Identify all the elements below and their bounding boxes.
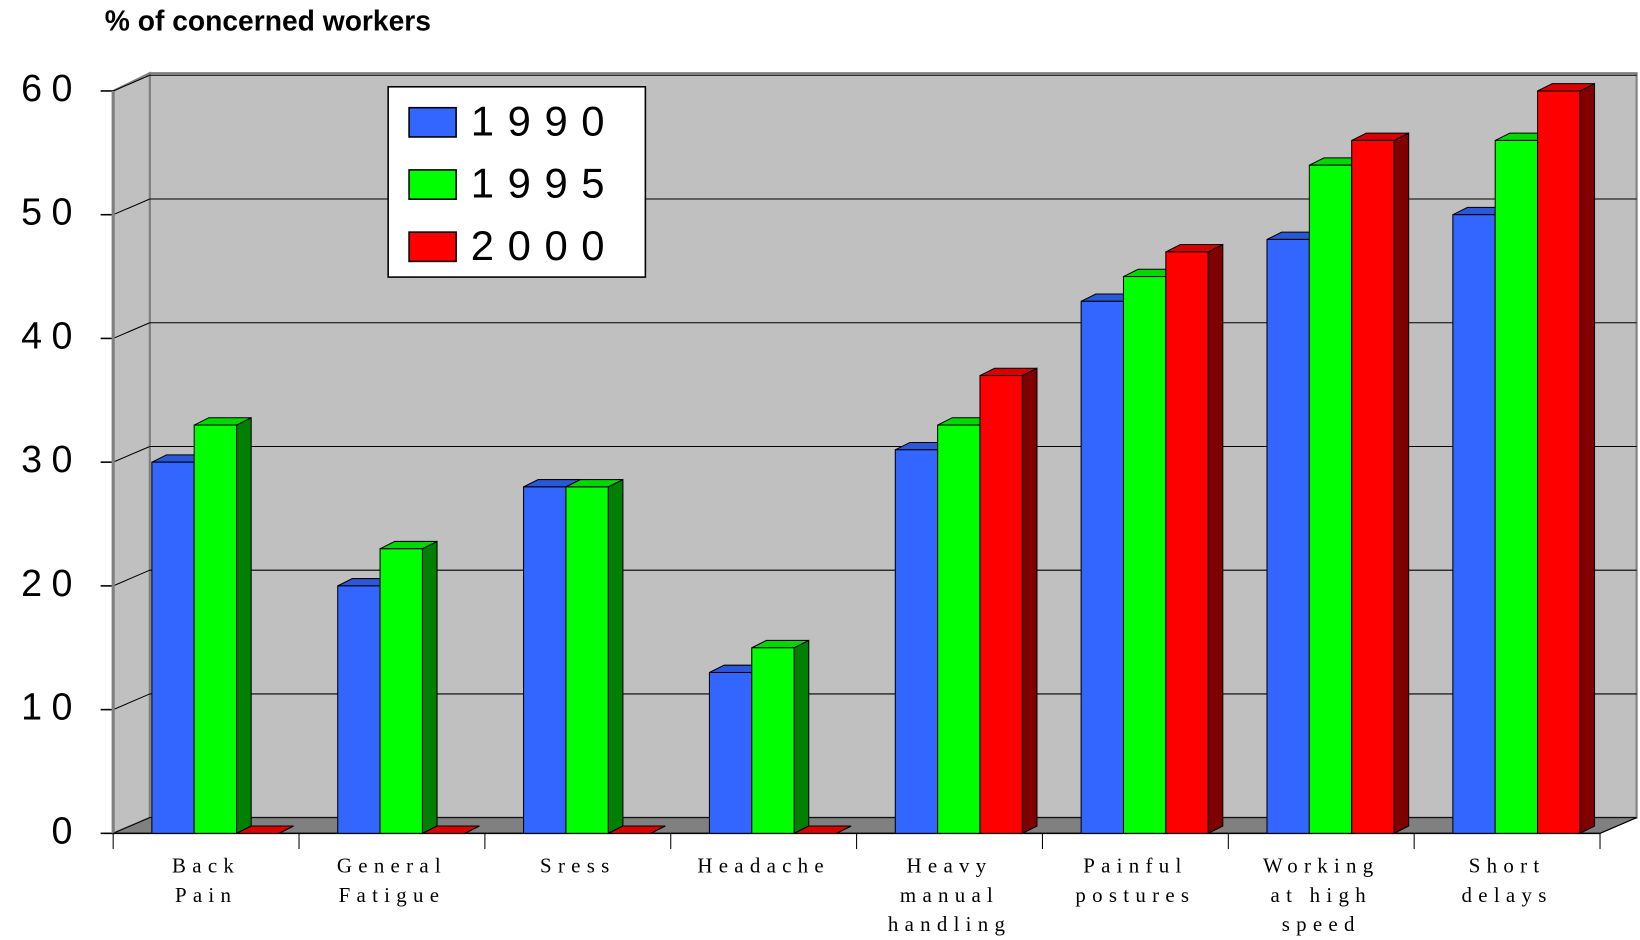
x-axis-depth	[1599, 817, 1637, 834]
legend-swatch	[408, 231, 457, 263]
bar-front	[1537, 90, 1581, 834]
bar-front	[894, 449, 939, 834]
bar	[193, 416, 252, 835]
grid-line	[112, 322, 150, 339]
bar-front	[937, 424, 981, 834]
bar	[1351, 132, 1410, 835]
bar-side	[607, 478, 624, 835]
side-wall	[112, 71, 151, 835]
grid-line	[112, 569, 150, 587]
bar-front	[1122, 276, 1167, 834]
bar-front	[379, 548, 423, 834]
x-tick-label: handling	[888, 912, 1011, 936]
x-tick-label: Sress	[540, 854, 616, 878]
bar-side	[1393, 132, 1410, 835]
bar	[1537, 82, 1596, 835]
bar-front	[979, 375, 1023, 834]
x-tick-label: Fatigue	[339, 883, 446, 907]
legend-swatch	[408, 169, 457, 200]
bar-front	[565, 486, 609, 834]
bar-side	[793, 639, 810, 835]
x-tick-label: speed	[1282, 912, 1361, 936]
y-tick-label: 10	[21, 686, 82, 728]
bar-side	[1021, 367, 1038, 835]
bar-front	[151, 461, 195, 834]
y-tick-label: 20	[21, 562, 82, 604]
bar-side	[421, 540, 438, 835]
bar-front	[193, 424, 238, 834]
x-tick-label: postures	[1075, 883, 1195, 907]
bar-top	[422, 825, 480, 834]
y-tick-label: 30	[21, 438, 82, 480]
bar	[379, 540, 438, 835]
bar-front	[1351, 139, 1395, 834]
bar	[422, 825, 480, 834]
bar	[608, 825, 666, 834]
y-tick-label: 0	[51, 809, 81, 851]
x-tick-label: Painful	[1083, 854, 1187, 878]
grid-line	[112, 693, 150, 711]
x-tick-label: General	[337, 854, 447, 878]
bar-front	[523, 486, 567, 834]
grid-line	[112, 445, 150, 463]
bar-top	[608, 825, 666, 834]
bar-side	[1207, 243, 1224, 835]
bar	[979, 367, 1038, 835]
bar	[751, 639, 810, 835]
x-tick-label: delays	[1462, 883, 1553, 907]
grid-line	[112, 74, 150, 92]
grid-line	[112, 198, 150, 216]
x-tick-label: manual	[900, 883, 999, 907]
x-tick-label: Heavy	[907, 854, 993, 878]
bar-front	[1165, 251, 1209, 834]
x-tick-label: at high	[1271, 883, 1372, 907]
x-tick-label: Pain	[175, 883, 237, 907]
chart-title: % of concerned workers	[105, 4, 431, 36]
bar-front	[1308, 164, 1353, 834]
bar-top	[236, 825, 294, 834]
bar-front	[708, 671, 753, 834]
y-tick-label: 40	[21, 314, 82, 356]
bar-side	[1579, 82, 1596, 835]
x-tick-label: Short	[1469, 854, 1546, 878]
bar-front	[1494, 139, 1539, 834]
legend-label: 1995	[471, 160, 618, 207]
bar-front	[1266, 238, 1310, 834]
bar-side	[236, 416, 252, 835]
bar	[236, 825, 294, 834]
x-tick-label: Headache	[697, 854, 830, 878]
y-tick-label: 60	[21, 67, 82, 109]
bar	[1165, 243, 1224, 835]
bar-front	[337, 585, 381, 834]
bar-front	[1452, 214, 1496, 834]
legend-label: 1990	[471, 97, 618, 144]
bar-front	[1080, 300, 1125, 834]
x-tick-label: Back	[172, 854, 240, 878]
bar-top	[793, 825, 852, 834]
x-tick-label: Working	[1263, 854, 1380, 878]
legend-label: 2000	[471, 222, 618, 269]
bar	[793, 825, 852, 834]
y-tick-label: 50	[21, 191, 82, 233]
bar	[565, 478, 624, 835]
bar-front	[751, 647, 795, 834]
legend-swatch	[408, 106, 457, 138]
